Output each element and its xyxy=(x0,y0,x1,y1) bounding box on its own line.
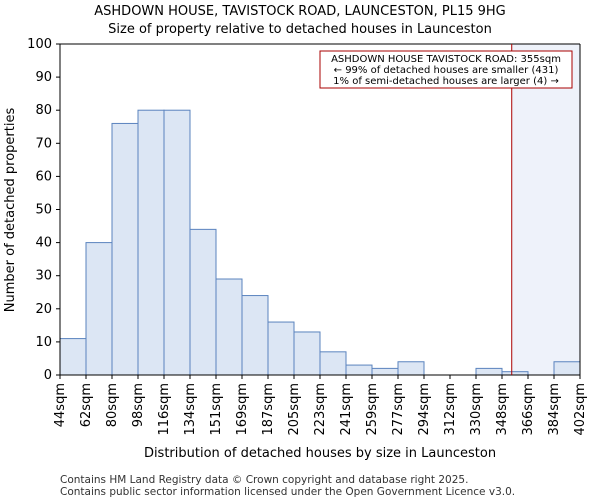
x-tick-label: 259sqm xyxy=(365,383,380,436)
x-tick-label: 169sqm xyxy=(235,383,250,436)
x-tick-label: 294sqm xyxy=(417,383,432,436)
y-tick-label: 0 xyxy=(44,368,52,383)
x-tick-label: 402sqm xyxy=(573,383,588,436)
y-tick-label: 40 xyxy=(35,236,52,251)
histogram-bar xyxy=(319,351,347,376)
histogram-bar xyxy=(59,338,87,376)
histogram-bar xyxy=(293,331,321,376)
histogram-bar xyxy=(111,122,139,376)
y-tick-label: 100 xyxy=(27,37,52,52)
x-tick-label: 98sqm xyxy=(131,383,146,427)
x-tick-label: 134sqm xyxy=(183,383,198,436)
histogram-bar xyxy=(267,321,295,376)
footer-copyright: Contains HM Land Registry data © Crown c… xyxy=(60,474,469,486)
histogram-bar xyxy=(163,109,191,376)
histogram-bar xyxy=(85,242,113,376)
annotation-line: ASHDOWN HOUSE TAVISTOCK ROAD: 355sqm xyxy=(331,54,561,65)
histogram-chart: 0 10 20 30 40 50 60 70 80 90 100 44sqm 62sqm 80sqm 98… xyxy=(3,37,588,461)
histogram-bar xyxy=(397,361,425,376)
y-tick-label: 10 xyxy=(35,335,52,350)
annotation-line: ← 99% of detached houses are smaller (43… xyxy=(334,65,559,76)
footer-licence: Contains public sector information licen… xyxy=(60,486,516,498)
x-tick-label: 223sqm xyxy=(313,383,328,436)
chart-title: ASHDOWN HOUSE, TAVISTOCK ROAD, LAUNCESTO… xyxy=(94,4,506,19)
x-tick-label: 241sqm xyxy=(339,383,354,436)
annotation-line: 1% of semi-detached houses are larger (4… xyxy=(333,76,559,87)
histogram-bar xyxy=(215,278,243,376)
y-tick-label: 60 xyxy=(35,169,52,184)
histogram-bar xyxy=(475,367,503,376)
histogram-bar xyxy=(345,364,373,376)
y-axis-label: Number of detached properties xyxy=(3,108,18,313)
y-tick-label: 50 xyxy=(35,203,52,218)
y-tick-label: 30 xyxy=(35,269,52,284)
histogram-bar xyxy=(371,367,399,376)
x-tick-label: 366sqm xyxy=(521,383,536,436)
x-tick-label: 312sqm xyxy=(443,383,458,436)
y-tick-label: 90 xyxy=(35,70,52,85)
histogram-bar xyxy=(241,295,269,376)
x-tick-label: 205sqm xyxy=(287,383,302,436)
x-tick-label: 330sqm xyxy=(469,383,484,436)
y-tick-label: 80 xyxy=(35,103,52,118)
x-tick-label: 277sqm xyxy=(391,383,406,436)
histogram-bar xyxy=(137,109,165,376)
annotation-box xyxy=(319,50,573,89)
x-tick-label: 116sqm xyxy=(157,383,172,436)
y-tick-label: 20 xyxy=(35,302,52,317)
x-tick-label: 151sqm xyxy=(209,383,224,436)
x-tick-label: 348sqm xyxy=(495,383,510,436)
x-tick-label: 62sqm xyxy=(79,383,94,427)
x-tick-label: 187sqm xyxy=(261,383,276,436)
x-tick-label: 384sqm xyxy=(547,383,562,436)
chart-subtitle: Size of property relative to detached ho… xyxy=(108,22,492,37)
x-tick-label: 80sqm xyxy=(105,383,120,427)
y-tick-label: 70 xyxy=(35,136,52,151)
x-axis-label: Distribution of detached houses by size … xyxy=(144,446,496,461)
x-tick-label: 44sqm xyxy=(53,383,68,427)
highlight-region xyxy=(511,44,580,375)
histogram-bar xyxy=(189,228,217,376)
histogram-bar xyxy=(553,361,581,376)
